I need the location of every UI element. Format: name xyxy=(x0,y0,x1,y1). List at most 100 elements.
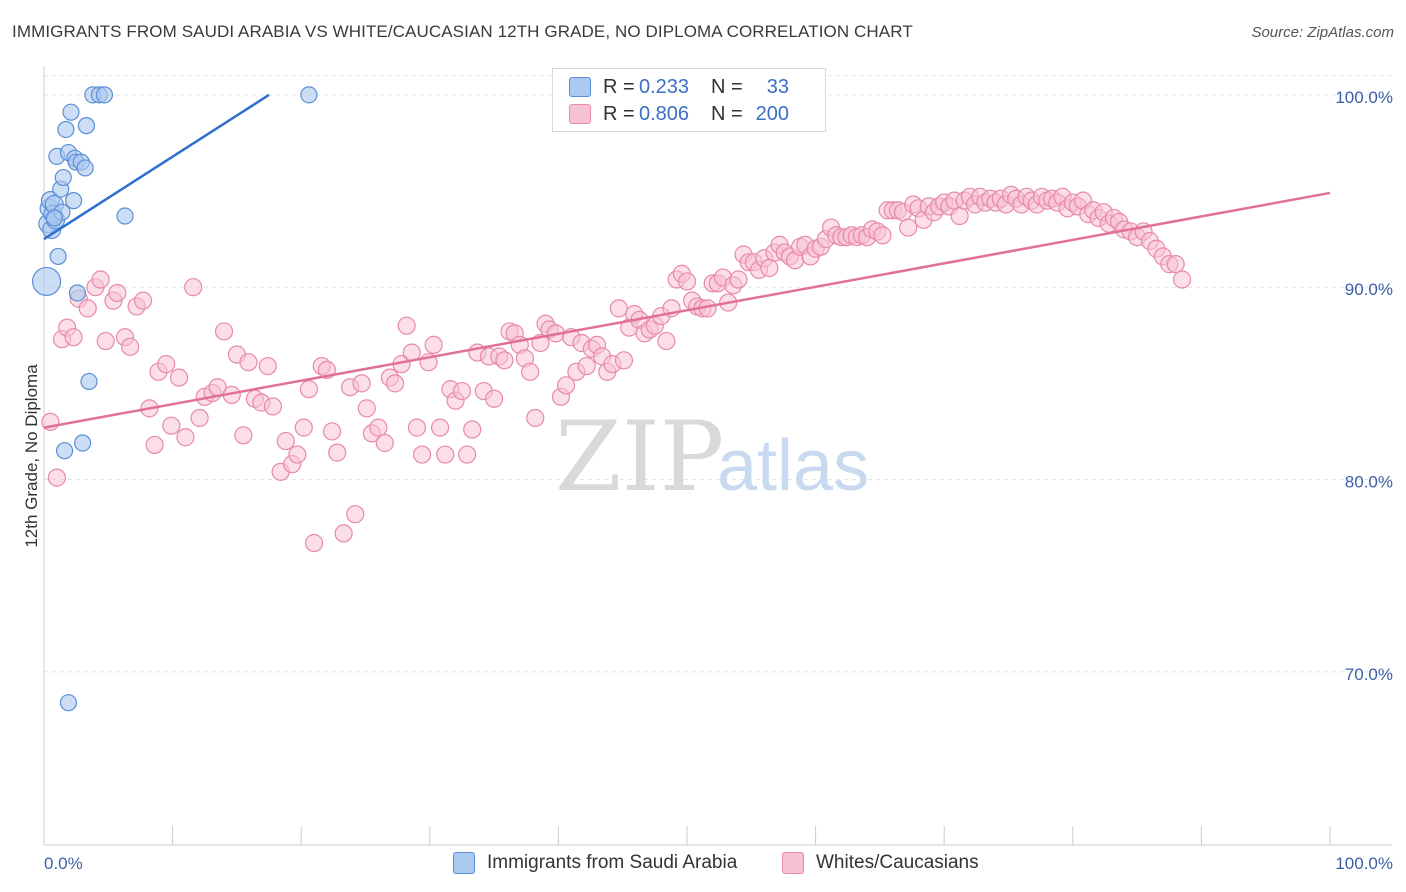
x-tick-label: 0.0% xyxy=(44,854,83,873)
data-point-whites xyxy=(108,283,127,303)
trend-lines xyxy=(43,93,1331,429)
data-point-whites xyxy=(176,428,195,447)
data-point-whites xyxy=(609,299,628,318)
chart-title: IMMIGRANTS FROM SAUDI ARABIA VS WHITE/CA… xyxy=(12,22,913,41)
data-point-whites xyxy=(190,408,209,428)
data-point-whites xyxy=(288,445,307,464)
legend-n-label: N = xyxy=(711,75,743,98)
data-point-whites xyxy=(357,399,376,418)
y-tick-label: 90.0% xyxy=(1345,280,1393,299)
data-point-whites xyxy=(346,505,365,524)
data-point-whites xyxy=(263,397,283,416)
data-point-whites xyxy=(145,435,164,455)
data-point-saudi xyxy=(76,159,94,177)
data-point-whites xyxy=(328,443,347,462)
data-point-whites xyxy=(577,356,596,376)
trend-line-whites xyxy=(43,191,1331,429)
legend-n-label: N = xyxy=(711,102,743,125)
data-point-whites xyxy=(526,408,545,428)
data-point-whites xyxy=(304,533,324,553)
series-saudi-points xyxy=(31,86,318,712)
data-point-whites xyxy=(369,418,388,437)
data-point-whites xyxy=(96,331,115,351)
watermark: ZIP atlas xyxy=(555,401,869,513)
data-point-whites xyxy=(214,322,234,341)
data-point-whites xyxy=(463,420,482,439)
data-point-saudi xyxy=(300,86,318,104)
legend-label-saudi: Immigrants from Saudi Arabia xyxy=(487,852,738,873)
data-point-whites xyxy=(760,258,779,278)
data-point-whites xyxy=(121,337,140,356)
data-point-whites xyxy=(485,389,504,408)
legend-r-label: R = xyxy=(603,75,635,98)
gridlines xyxy=(44,75,1392,673)
data-point-whites xyxy=(430,418,450,437)
legend-swatch-whites xyxy=(782,852,804,874)
legend-row-saudi: R = 0.233 N = 33 xyxy=(569,75,789,99)
data-point-whites xyxy=(424,335,443,355)
data-point-whites xyxy=(234,426,253,445)
data-point-saudi xyxy=(77,117,96,135)
data-point-whites xyxy=(436,445,455,464)
data-point-whites xyxy=(91,270,110,289)
watermark-zip: ZIP xyxy=(555,401,724,513)
legend-n-value: 33 xyxy=(766,75,789,98)
data-point-saudi xyxy=(55,442,74,460)
data-point-whites xyxy=(162,416,181,435)
data-point-whites xyxy=(157,355,176,374)
legend-item-whites[interactable]: Whites/Caucasians xyxy=(782,852,979,874)
legend-swatch-whites xyxy=(569,104,591,124)
data-point-whites xyxy=(239,353,258,372)
data-point-whites xyxy=(521,362,540,381)
legend-swatch-saudi xyxy=(453,852,475,874)
data-point-whites xyxy=(614,351,634,370)
data-point-whites xyxy=(258,356,277,376)
data-point-saudi xyxy=(59,694,78,712)
data-point-whites xyxy=(78,299,97,318)
data-point-saudi xyxy=(64,192,83,210)
x-tick-label: 100.0% xyxy=(1335,854,1393,873)
data-point-saudi xyxy=(73,434,92,452)
data-point-saudi xyxy=(62,103,80,121)
y-tick-label: 100.0% xyxy=(1335,88,1393,107)
legend-r-label: R = xyxy=(603,102,635,125)
data-point-saudi xyxy=(31,266,62,297)
data-point-saudi xyxy=(95,86,114,104)
data-point-whites xyxy=(64,328,83,347)
y-tick-label: 80.0% xyxy=(1345,473,1393,492)
watermark-atlas: atlas xyxy=(717,426,869,506)
series-legend: Immigrants from Saudi Arabia Whites/Cauc… xyxy=(0,850,1406,878)
data-point-saudi xyxy=(116,207,134,225)
legend-r-value: 0.233 xyxy=(639,75,690,98)
legend-r-value: 0.806 xyxy=(639,102,690,125)
data-point-whites xyxy=(294,418,313,437)
data-point-whites xyxy=(334,524,353,543)
data-point-whites xyxy=(729,270,748,289)
data-point-saudi xyxy=(80,372,98,391)
data-point-whites xyxy=(322,422,342,441)
data-point-saudi xyxy=(49,247,67,266)
data-point-saudi xyxy=(57,120,75,139)
trend-line-saudi xyxy=(43,93,270,241)
data-point-whites xyxy=(950,206,969,226)
legend-item-saudi[interactable]: Immigrants from Saudi Arabia xyxy=(453,852,737,874)
y-tick-label: 70.0% xyxy=(1345,665,1393,684)
data-point-whites xyxy=(495,351,514,370)
data-point-whites xyxy=(657,331,676,351)
legend-swatch-saudi xyxy=(569,77,591,97)
data-point-whites xyxy=(677,272,697,291)
stats-legend: R = 0.233 N = 33 R = 0.806 N = 200 xyxy=(552,68,826,132)
data-point-whites xyxy=(899,218,918,237)
data-point-whites xyxy=(873,226,892,245)
source-credit: Source: ZipAtlas.com xyxy=(1251,24,1394,41)
data-point-whites xyxy=(184,278,203,297)
legend-row-whites: R = 0.806 N = 200 xyxy=(569,102,789,126)
data-point-whites xyxy=(133,291,153,310)
data-point-whites xyxy=(47,468,66,487)
data-point-whites xyxy=(457,445,477,464)
data-point-whites xyxy=(375,433,394,453)
legend-label-whites: Whites/Caucasians xyxy=(816,852,979,873)
y-axis-title: 12th Grade, No Diploma xyxy=(22,364,41,548)
data-point-saudi xyxy=(54,168,72,187)
